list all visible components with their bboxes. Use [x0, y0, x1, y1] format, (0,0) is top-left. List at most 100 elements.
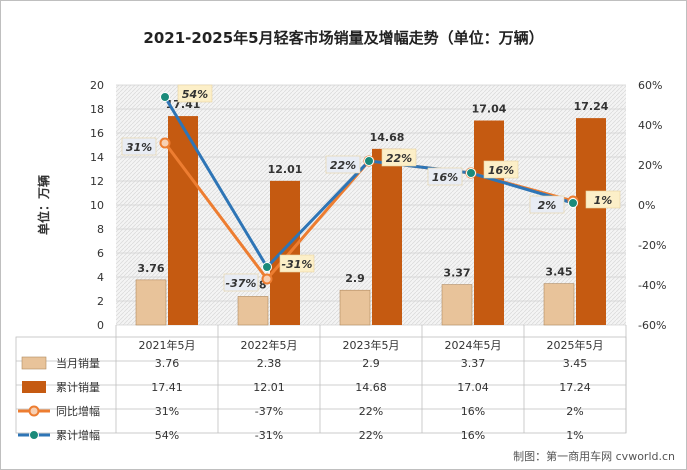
- y-axis-label: 单位：万辆: [36, 175, 51, 235]
- bar-cumulative-label: 14.68: [370, 131, 405, 144]
- y-right-tick: -20%: [638, 239, 666, 252]
- label-cum-growth: 16%: [488, 164, 514, 177]
- legend-key-yoy-dot: [28, 405, 40, 417]
- point-cum-growth: [160, 92, 170, 102]
- bar-monthly: [441, 284, 473, 326]
- y-left-tick: 0: [97, 319, 104, 332]
- y-left-tick: 6: [97, 247, 104, 260]
- legend-key-cumulative: [22, 381, 46, 393]
- label-cum-growth: 1%: [594, 194, 613, 207]
- bar-cumulative-label: 17.04: [472, 103, 507, 116]
- table-cell: 1%: [566, 429, 583, 442]
- category-label: 2021年5月: [139, 338, 196, 352]
- label-yoy: 16%: [432, 171, 458, 184]
- table-cell: 2.38: [257, 357, 282, 370]
- y-left-tick: 8: [97, 223, 104, 236]
- label-yoy-box: [529, 195, 565, 214]
- label-cum-growth: -31%: [282, 258, 313, 271]
- table-cell: 16%: [461, 429, 485, 442]
- y-right-tick: 40%: [638, 119, 662, 132]
- table-cell: -37%: [255, 405, 283, 418]
- table-cell: 2%: [566, 405, 583, 418]
- bar-cumulative-label: 12.01: [268, 163, 303, 176]
- table-cell: 12.01: [253, 381, 285, 394]
- bar-monthly-label: 3.37: [443, 267, 470, 280]
- point-cum-growth: [568, 198, 578, 208]
- table-cell: 3.45: [563, 357, 588, 370]
- bar-monthly-label: 2.9: [345, 272, 365, 285]
- y-left-tick: 12: [90, 175, 104, 188]
- y-left-tick: 10: [90, 199, 104, 212]
- bar-monthly-label: 3.76: [137, 262, 164, 275]
- y-left-tick: 18: [90, 103, 104, 116]
- category-label: 2023年5月: [343, 338, 400, 352]
- label-cum-growth-box: [483, 160, 519, 179]
- table-cell: 17.24: [559, 381, 591, 394]
- y-left-tick: 4: [97, 271, 104, 284]
- label-yoy: 22%: [330, 159, 356, 172]
- y-right-tick: 0%: [638, 199, 655, 212]
- y-left-tick: 16: [90, 127, 104, 140]
- table-cell: 17.04: [457, 381, 489, 394]
- bar-cumulative: [270, 180, 300, 325]
- table-series-name: 当月销量: [56, 356, 100, 370]
- table-cell: 3.37: [461, 357, 486, 370]
- bar-cumulative: [372, 148, 402, 325]
- label-cum-growth-box: [381, 148, 417, 167]
- bar-cumulative: [168, 116, 198, 325]
- y-right-tick: -40%: [638, 279, 666, 292]
- bar-cumulative: [474, 120, 504, 326]
- y-right-tick: 20%: [638, 159, 662, 172]
- category-label: 2025年5月: [547, 338, 604, 352]
- point-yoy: [159, 137, 171, 149]
- label-cum-growth-box: [279, 254, 315, 273]
- label-cum-growth: 22%: [386, 152, 412, 165]
- label-yoy: 31%: [126, 141, 152, 154]
- label-cum-growth-box: [585, 190, 621, 209]
- table-cell: 14.68: [355, 381, 387, 394]
- table-cell: 16%: [461, 405, 485, 418]
- bar-monthly: [135, 279, 167, 326]
- credit-text: 制图：第一商用车网 cvworld.cn: [513, 450, 675, 463]
- bar-cumulative-label: 17.24: [574, 100, 609, 113]
- bar-monthly: [339, 289, 371, 326]
- y-left-tick: 14: [90, 151, 104, 164]
- table-series-name: 累计销量: [56, 380, 100, 394]
- y-left-tick: 20: [90, 79, 104, 92]
- label-yoy: 2%: [538, 199, 557, 212]
- point-cum-growth: [466, 168, 476, 178]
- legend-key-monthly: [21, 356, 47, 370]
- bar-cumulative: [576, 118, 606, 326]
- table-cell: 2.9: [362, 357, 380, 370]
- table-cell: 22%: [359, 429, 383, 442]
- table-cell: 3.76: [155, 357, 180, 370]
- category-label: 2022年5月: [241, 338, 298, 352]
- chart-title: 2021-2025年5月轻客市场销量及增幅走势（单位：万辆）: [143, 29, 544, 47]
- point-cum-growth: [364, 156, 374, 166]
- label-yoy-box: [427, 167, 463, 186]
- table-cell: -31%: [255, 429, 283, 442]
- table-cell: 17.41: [151, 381, 183, 394]
- y-right-tick: 60%: [638, 79, 662, 92]
- y-left-tick: 2: [97, 295, 104, 308]
- y-right-tick: -60%: [638, 319, 666, 332]
- bar-monthly-label: 3.45: [545, 266, 572, 279]
- table-cell: 22%: [359, 405, 383, 418]
- bar-monthly: [237, 296, 269, 326]
- table-cell: 31%: [155, 405, 179, 418]
- point-yoy: [261, 273, 273, 285]
- label-yoy: -37%: [226, 277, 257, 290]
- label-yoy-box: [223, 273, 259, 292]
- point-cum-growth: [262, 262, 272, 272]
- label-cum-growth: 54%: [182, 88, 208, 101]
- category-label: 2024年5月: [445, 338, 502, 352]
- label-yoy-box: [325, 155, 361, 174]
- label-yoy-box: [121, 137, 157, 156]
- bar-monthly: [543, 283, 575, 326]
- table-series-name: 同比增幅: [56, 404, 100, 418]
- table-cell: 54%: [155, 429, 179, 442]
- label-cum-growth-box: [177, 84, 213, 103]
- legend-key-cum-growth-dot: [29, 430, 39, 440]
- table-series-name: 累计增幅: [56, 428, 100, 442]
